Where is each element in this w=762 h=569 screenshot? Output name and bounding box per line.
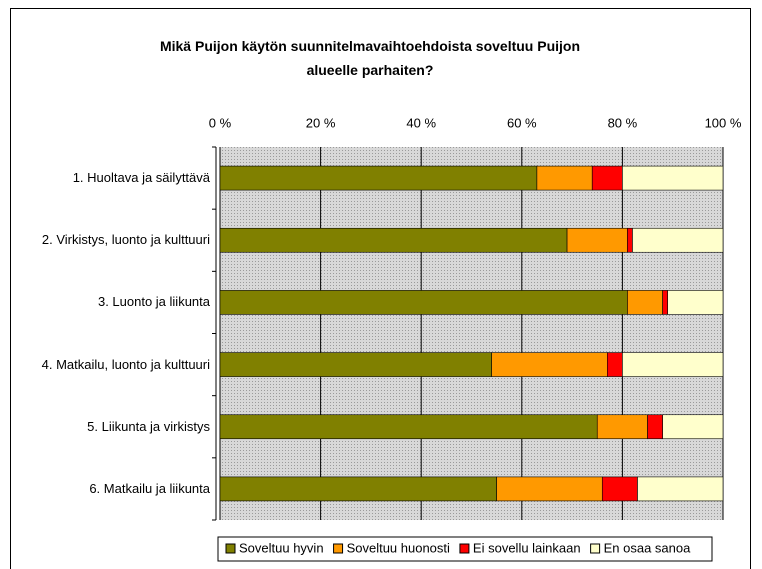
y-tick-label: 4. Matkailu, luonto ja kulttuuri [41,356,210,372]
bar-segment [662,290,668,315]
bar-segment [647,414,663,440]
bar-segment [622,165,724,191]
bar-segment [219,227,568,253]
legend-label: Soveltuu hyvin [239,540,324,555]
legend-label: En osaa sanoa [604,540,692,555]
bar-segment [491,352,608,377]
bar-segment [219,290,628,315]
legend-label: Ei sovellu lainkaan [473,540,581,555]
x-tick-label: 80 % [608,115,638,130]
legend-swatch [333,543,344,554]
chart-title: Mikä Puijon käytön suunnitelmavaihtoehdo… [159,38,581,78]
bar-segment [627,290,663,315]
bar-segment [596,414,648,440]
bar-segment [219,352,492,377]
y-tick-label: 6. Matkailu ja liikunta [89,480,210,496]
legend-swatch [225,543,236,554]
bar-segment [607,352,623,377]
bar-segment [591,165,623,191]
y-tick-label: 2. Virkistys, luonto ja kulttuuri [41,232,210,248]
bar-segment [566,227,628,253]
bar-segment [667,290,724,315]
bar-segment [637,476,724,502]
bar-segment [219,165,538,191]
bar-segment [662,414,724,440]
bar-segment [219,414,598,440]
bar-segment [627,227,633,253]
plot-area [220,147,723,520]
bar-segment [601,476,638,502]
x-tick-label: 0 % [209,115,232,130]
x-tick-label: 20 % [306,115,336,130]
bar-segment [219,476,497,502]
chart-frame [10,8,751,569]
legend: Soveltuu hyvin Soveltuu huonosti Ei sovell… [217,536,713,562]
bar-segment [632,227,724,253]
y-tick-label: 5. Liikunta ja virkistys [87,418,210,434]
x-tick-label: 60 % [507,115,537,130]
legend-swatch [459,543,470,554]
legend-label: Soveltuu huonosti [347,540,450,555]
legend-box [217,536,713,562]
bar-segment [496,476,603,502]
x-tick-label: 40 % [406,115,436,130]
bar-segment [536,165,593,191]
x-tick-label: 100 % [705,115,742,130]
bar-segment [622,352,724,377]
y-tick-label: 1. Huoltava ja säilyttävä [72,170,210,186]
y-tick-label: 3. Luonto ja liikunta [97,294,210,310]
legend-swatch [590,543,601,554]
